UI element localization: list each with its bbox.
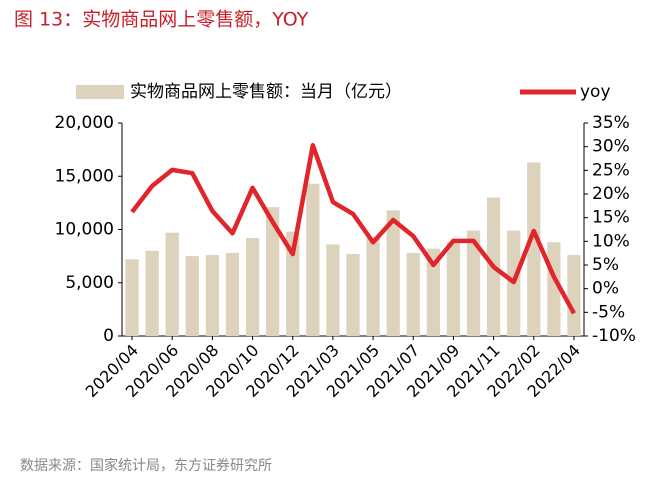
bar: [426, 248, 440, 336]
y2-tick-label: 30%: [592, 137, 630, 157]
y-tick-label: 10,000: [55, 220, 114, 240]
bar: [366, 238, 380, 336]
legend-label: yoy: [580, 82, 611, 102]
y2-tick-label: -5%: [592, 302, 625, 322]
bar: [567, 255, 581, 336]
y2-tick-label: 25%: [592, 160, 630, 180]
y2-tick-label: 0%: [592, 279, 619, 299]
bar: [306, 183, 320, 336]
legend-label: 实物商品网上零售额：当月（亿元）: [130, 82, 402, 102]
chart-title: 图 13：实物商品网上零售额，YOY: [14, 9, 309, 31]
y2-tick-label: -10%: [592, 326, 636, 346]
y2-tick-label: 15%: [592, 208, 630, 228]
y2-tick-label: 20%: [592, 184, 630, 204]
bar: [225, 252, 240, 336]
y-tick-label: 5,000: [65, 273, 114, 293]
y-tick-label: 15,000: [55, 166, 114, 186]
bar: [386, 210, 400, 336]
bar: [346, 253, 360, 336]
bar: [125, 259, 139, 336]
y-tick-label: 20,000: [55, 113, 114, 133]
bar: [446, 242, 461, 336]
bar: [286, 231, 300, 336]
bar: [466, 230, 481, 336]
bar: [145, 250, 159, 336]
legend-swatch: [76, 85, 124, 99]
bar: [245, 238, 260, 336]
source-note: 数据来源：国家统计局，东方证券研究所: [20, 457, 272, 474]
y2-tick-label: 10%: [592, 231, 630, 251]
y-tick-label: 0: [103, 326, 114, 346]
bar: [527, 162, 541, 336]
bar: [165, 232, 179, 336]
bar: [266, 207, 280, 336]
y2-tick-label: 5%: [592, 255, 619, 275]
y2-tick-label: 35%: [592, 113, 630, 133]
bar: [326, 244, 340, 336]
bar: [185, 256, 199, 336]
bar: [205, 255, 220, 336]
line: [130, 142, 576, 315]
bar: [406, 252, 420, 336]
